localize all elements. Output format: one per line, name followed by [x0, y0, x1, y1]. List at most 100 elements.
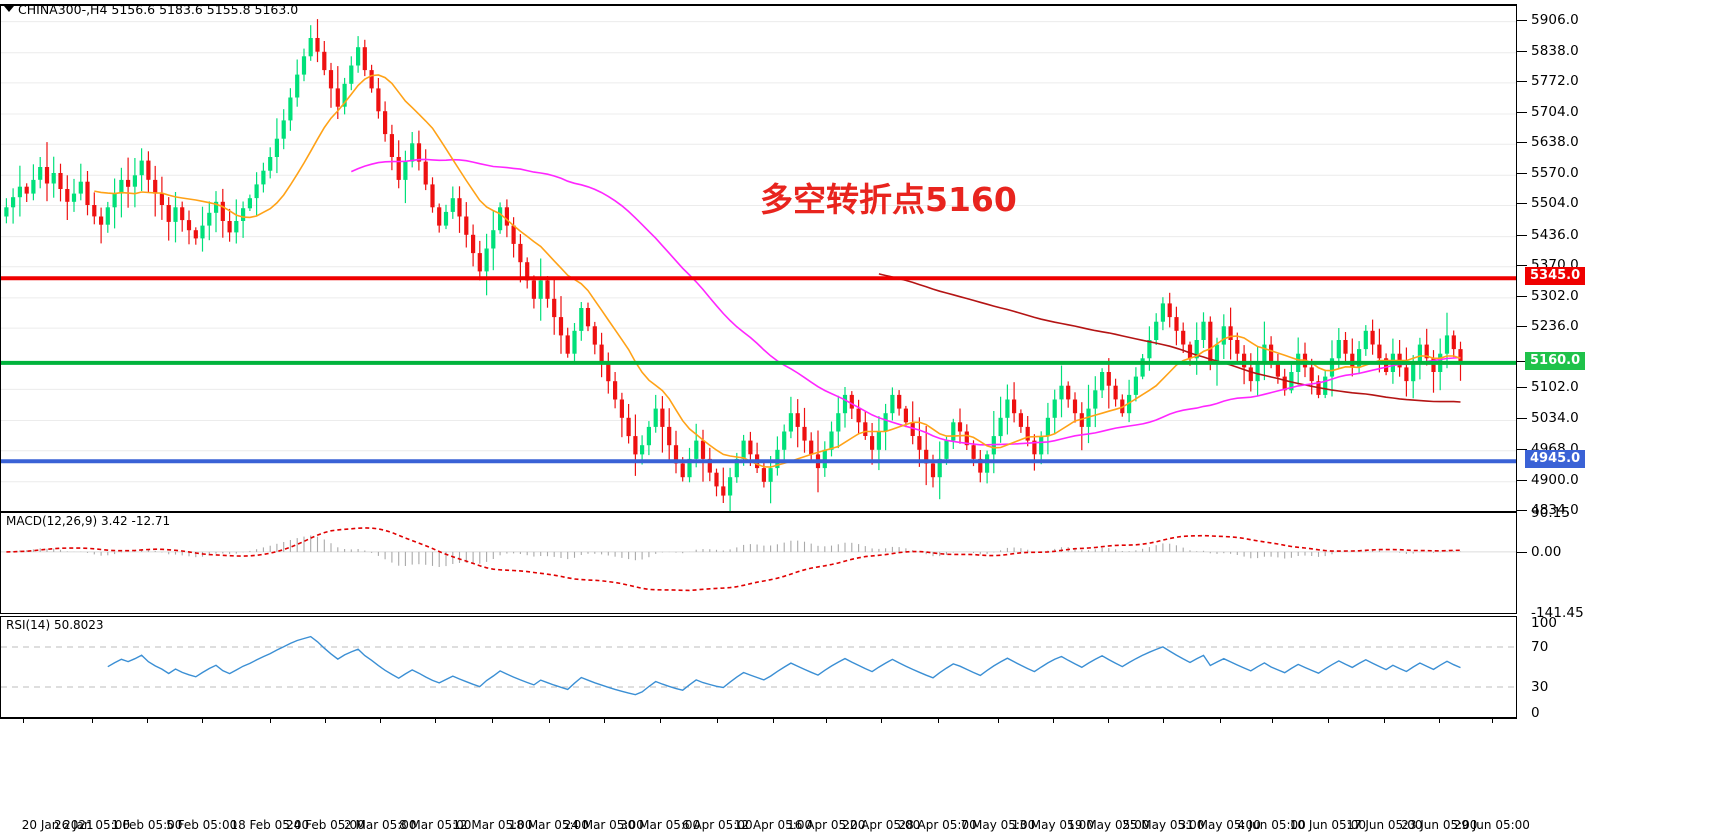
- price-axis-label: 4900.0: [1531, 471, 1579, 488]
- candle-body: [193, 230, 198, 239]
- ma-line-magenta: [350, 158, 1461, 446]
- candle-body: [937, 458, 942, 478]
- candle-body: [403, 161, 408, 180]
- macd-axis-label: -141.45: [1531, 605, 1584, 621]
- rsi-axis-label: 100: [1531, 615, 1558, 631]
- candle-body: [1025, 426, 1030, 441]
- candle-body: [836, 413, 841, 432]
- time-axis-tick: [548, 718, 550, 723]
- candle-body: [558, 317, 564, 336]
- candle-body: [572, 330, 577, 354]
- candle-body: [214, 201, 219, 213]
- candle-body: [1100, 372, 1105, 391]
- candle-body: [849, 394, 854, 409]
- candle-body: [863, 422, 868, 436]
- price-chart-panel[interactable]: [0, 4, 1517, 512]
- candle-body: [1154, 321, 1159, 340]
- price-axis-tick: [1517, 360, 1527, 362]
- price-level-badge-support[interactable]: 4945.0: [1525, 450, 1586, 469]
- candle-body: [748, 440, 753, 455]
- candle-body: [525, 262, 530, 281]
- candle-body: [734, 458, 739, 478]
- time-axis[interactable]: 20 Jan 2021 26 Jan 05:00 1 Feb 05:00 5 Feb …: [0, 718, 1530, 840]
- rsi-line: [107, 635, 1461, 696]
- price-level-badge-resistance[interactable]: 5345.0: [1525, 267, 1586, 286]
- candle-body: [978, 458, 983, 473]
- candle-body: [971, 445, 976, 459]
- candle-body: [1370, 330, 1375, 345]
- candle-body: [728, 477, 733, 496]
- candle-body: [180, 207, 185, 221]
- candle-body: [660, 408, 665, 427]
- rsi-axis-label: 0: [1531, 705, 1540, 721]
- candle-body: [1451, 335, 1456, 350]
- time-axis-label: 5 Feb 05:00: [166, 818, 238, 832]
- candle-body: [680, 463, 685, 478]
- candle-body: [1039, 436, 1044, 455]
- candle-body: [369, 70, 374, 89]
- candle-body: [1120, 399, 1125, 414]
- time-axis-tick: [603, 718, 605, 723]
- candle-body: [241, 208, 246, 221]
- candle-body: [579, 308, 584, 331]
- rsi-panel[interactable]: RSI(14) 50.8023: [0, 616, 1517, 718]
- candle-body: [119, 179, 124, 194]
- price-axis-label: 5436.0: [1531, 226, 1579, 243]
- candle-body: [1187, 344, 1193, 359]
- candle-body: [518, 243, 523, 263]
- candle-body: [1309, 367, 1314, 382]
- candle-body: [1228, 326, 1233, 340]
- price-axis-label: 5034.0: [1531, 410, 1579, 427]
- candle-body: [613, 381, 618, 400]
- candle-body: [687, 458, 692, 478]
- time-axis-label: 1 Feb 05:00: [111, 818, 183, 832]
- candle-body: [619, 399, 624, 418]
- price-axis-tick: [1517, 203, 1527, 205]
- candle-body: [856, 408, 861, 423]
- rsi-axis-label: 70: [1531, 639, 1549, 655]
- candle-body: [531, 280, 536, 299]
- candle-body: [58, 173, 63, 189]
- candle-body: [890, 394, 895, 414]
- candle-body: [261, 170, 266, 185]
- price-plot-area[interactable]: [1, 6, 1516, 511]
- price-level-badge-pivot[interactable]: 5160.0: [1525, 351, 1586, 370]
- candle-body: [1350, 353, 1355, 368]
- chart-collapse-triangle-down-icon[interactable]: [4, 6, 14, 12]
- candle-body: [903, 408, 908, 423]
- candle-body: [1275, 362, 1280, 377]
- candle-body: [694, 440, 699, 459]
- time-axis-label: 10 Jun 05:00: [1289, 818, 1367, 832]
- rsi-plot-area[interactable]: [1, 617, 1516, 717]
- price-axis-label: 5772.0: [1531, 72, 1579, 89]
- macd-panel[interactable]: MACD(12,26,9) 3.42 -12.71: [0, 512, 1517, 614]
- rsi-header-label: RSI(14) 50.8023: [6, 618, 104, 632]
- candle-body: [1106, 372, 1111, 386]
- candle-body: [112, 193, 117, 208]
- candle-body: [1045, 417, 1050, 437]
- candle-body: [416, 143, 422, 162]
- candle-body: [1113, 385, 1118, 400]
- candle-body: [71, 193, 77, 202]
- macd-plot-area[interactable]: [1, 513, 1516, 613]
- candle-body: [328, 70, 334, 89]
- candle-body: [1133, 376, 1138, 395]
- candle-body: [1255, 362, 1260, 382]
- time-axis-label: 28 Apr 05:00: [898, 818, 977, 832]
- candle-body: [1248, 367, 1253, 382]
- time-axis-line: [0, 718, 1517, 719]
- time-axis-label: 24 Feb 05:00: [286, 818, 365, 832]
- price-axis-label: 5704.0: [1531, 103, 1579, 120]
- macd-svg: [1, 527, 1516, 592]
- candle-body: [1072, 399, 1078, 414]
- price-axis-tick: [1517, 479, 1527, 481]
- candle-body: [1417, 344, 1422, 363]
- time-axis-label: 31 May 05:00: [1178, 818, 1261, 832]
- candle-body: [1167, 303, 1172, 318]
- candle-body: [342, 83, 347, 107]
- candle-body: [626, 417, 631, 437]
- time-axis-tick: [435, 718, 437, 723]
- price-scale-axis[interactable]: 5906.0 5838.0 5772.0 5704.0 5638.0 5570.0 5504…: [1517, 0, 1729, 840]
- time-axis-tick: [660, 718, 662, 723]
- candle-body: [443, 211, 449, 226]
